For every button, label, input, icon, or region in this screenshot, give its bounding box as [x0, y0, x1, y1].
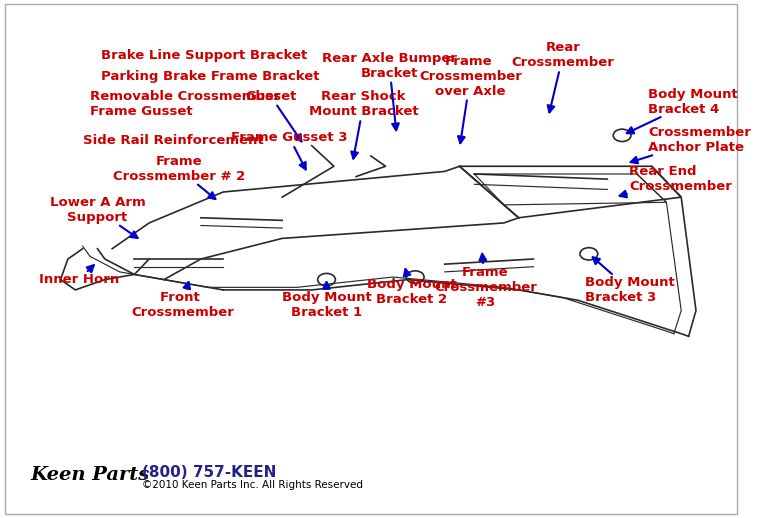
Text: Rear End
Crossmember: Rear End Crossmember: [620, 165, 732, 197]
Text: Frame
Crossmember
#3: Frame Crossmember #3: [434, 254, 537, 309]
Text: ©2010 Keen Parts Inc. All Rights Reserved: ©2010 Keen Parts Inc. All Rights Reserve…: [142, 480, 363, 490]
Text: Body Mount
Bracket 3: Body Mount Bracket 3: [585, 257, 675, 304]
Text: Inner Horn: Inner Horn: [38, 265, 119, 286]
Text: (800) 757-KEEN: (800) 757-KEEN: [142, 465, 276, 480]
Text: Frame
Crossmember # 2: Frame Crossmember # 2: [112, 155, 245, 199]
Text: Crossmember
Anchor Plate: Crossmember Anchor Plate: [631, 126, 751, 163]
Text: Frame 
Crossmember
over Axle: Frame Crossmember over Axle: [419, 54, 522, 143]
Text: Keen Parts: Keen Parts: [31, 466, 150, 484]
Text: Body Mount
Bracket 2: Body Mount Bracket 2: [367, 269, 457, 307]
Text: Removable Crossmember 
Frame Gusset: Removable Crossmember Frame Gusset: [90, 91, 285, 119]
Text: Front 
Crossmember: Front Crossmember: [131, 282, 234, 320]
Text: Body Mount
Bracket 1: Body Mount Bracket 1: [282, 282, 371, 320]
Text: Rear
Crossmember: Rear Crossmember: [511, 41, 614, 112]
Text: Gusset: Gusset: [246, 90, 302, 141]
Text: Rear Axle Bumper
Bracket: Rear Axle Bumper Bracket: [322, 52, 457, 130]
Text: Brake Line Support Bracket: Brake Line Support Bracket: [101, 49, 307, 62]
Text: Parking Brake Frame Bracket: Parking Brake Frame Bracket: [101, 69, 320, 82]
Text: Rear Shock
Mount Bracket: Rear Shock Mount Bracket: [309, 91, 418, 159]
Text: Side Rail Reinforcement: Side Rail Reinforcement: [82, 134, 263, 147]
Text: Lower A Arm
Support: Lower A Arm Support: [49, 196, 146, 238]
Text: Frame Gusset 3: Frame Gusset 3: [231, 132, 348, 169]
Text: Body Mount
Bracket 4: Body Mount Bracket 4: [627, 88, 738, 133]
